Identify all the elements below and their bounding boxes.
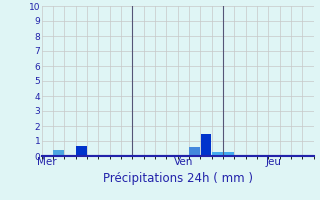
X-axis label: Précipitations 24h ( mm ): Précipitations 24h ( mm ) bbox=[103, 172, 252, 185]
Bar bbox=[212, 152, 223, 156]
Bar bbox=[53, 150, 64, 156]
Bar bbox=[223, 152, 234, 156]
Bar bbox=[189, 147, 200, 156]
Bar bbox=[201, 134, 211, 156]
Bar bbox=[76, 146, 87, 156]
